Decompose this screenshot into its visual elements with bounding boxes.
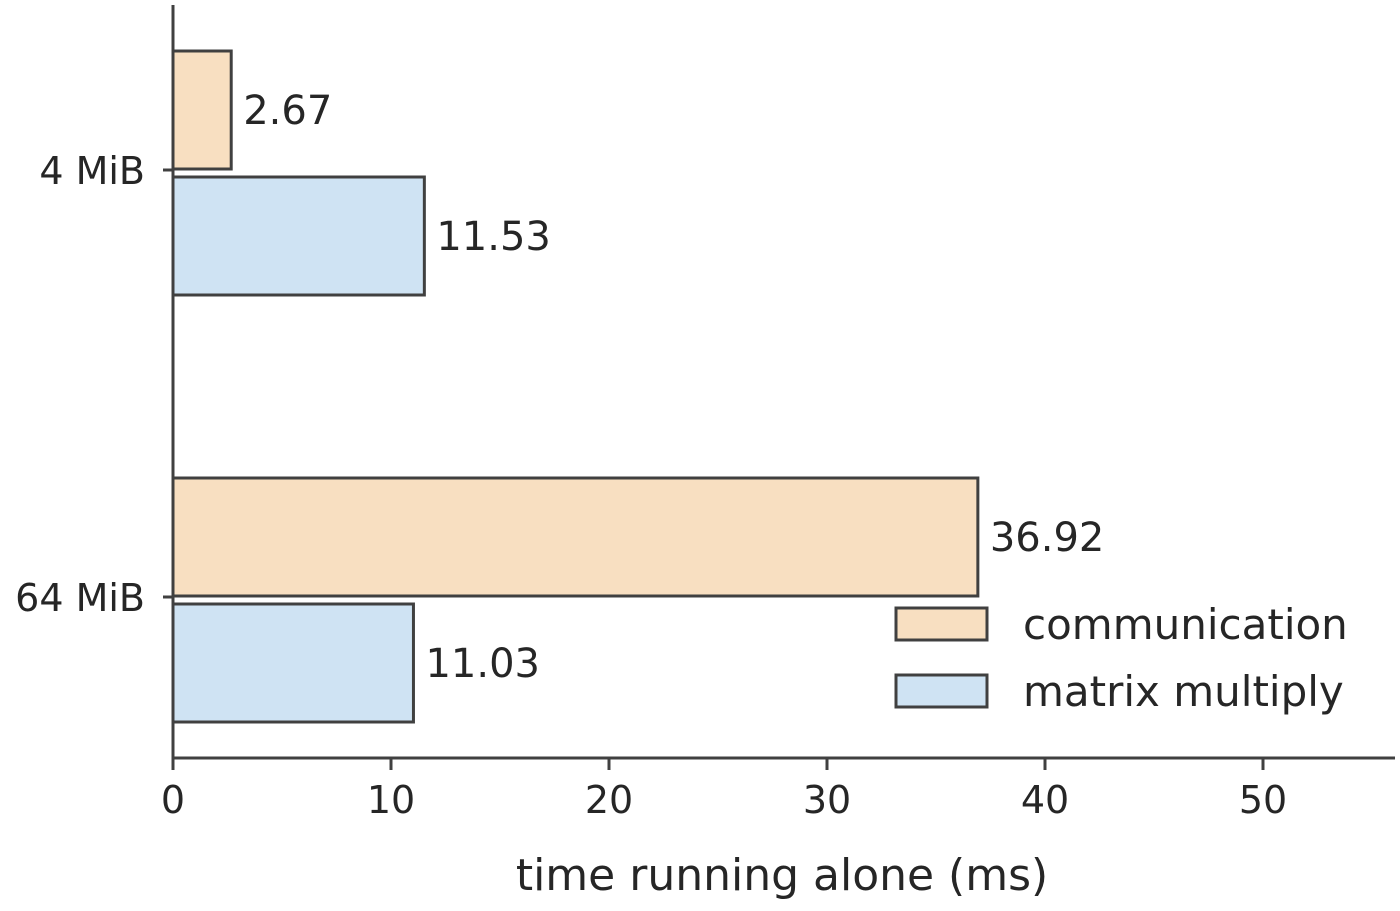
x-axis-title: time running alone (ms) (516, 850, 1048, 901)
y-ticks-layer: 4 MiB 64 MiB (15, 149, 173, 620)
x-tick-label-10: 10 (367, 778, 415, 822)
x-tick-label-50: 50 (1239, 778, 1287, 822)
bar-matrix-multiply-2 (171, 602, 415, 724)
bars-layer (171, 49, 980, 724)
value-label-matrix-multiply-1: 11.53 (436, 214, 551, 260)
y-tick-label-1: 4 MiB (39, 149, 145, 193)
value-label-communication-1: 2.67 (243, 88, 332, 134)
bar-communication-2 (171, 476, 980, 598)
x-tick-label-0: 0 (161, 778, 185, 822)
x-ticks-layer: 0 10 20 30 40 50 (161, 758, 1287, 822)
legend-label-communication: communication (1023, 600, 1348, 649)
legend: communication matrix multiply (894, 600, 1348, 716)
value-label-communication-2: 36.92 (990, 515, 1105, 561)
legend-swatch-communication (894, 606, 989, 642)
bar-matrix-multiply-1 (171, 175, 426, 297)
value-labels-layer: 2.67 11.53 36.92 11.03 (243, 88, 1104, 687)
y-tick-label-2: 64 MiB (15, 576, 145, 620)
legend-swatch-matrix-multiply (894, 673, 989, 709)
x-tick-label-30: 30 (803, 778, 851, 822)
x-tick-label-20: 20 (585, 778, 633, 822)
bar-communication-1 (171, 49, 233, 171)
value-label-matrix-multiply-2: 11.03 (425, 641, 540, 687)
legend-label-matrix-multiply: matrix multiply (1023, 667, 1344, 716)
x-tick-label-40: 40 (1021, 778, 1069, 822)
